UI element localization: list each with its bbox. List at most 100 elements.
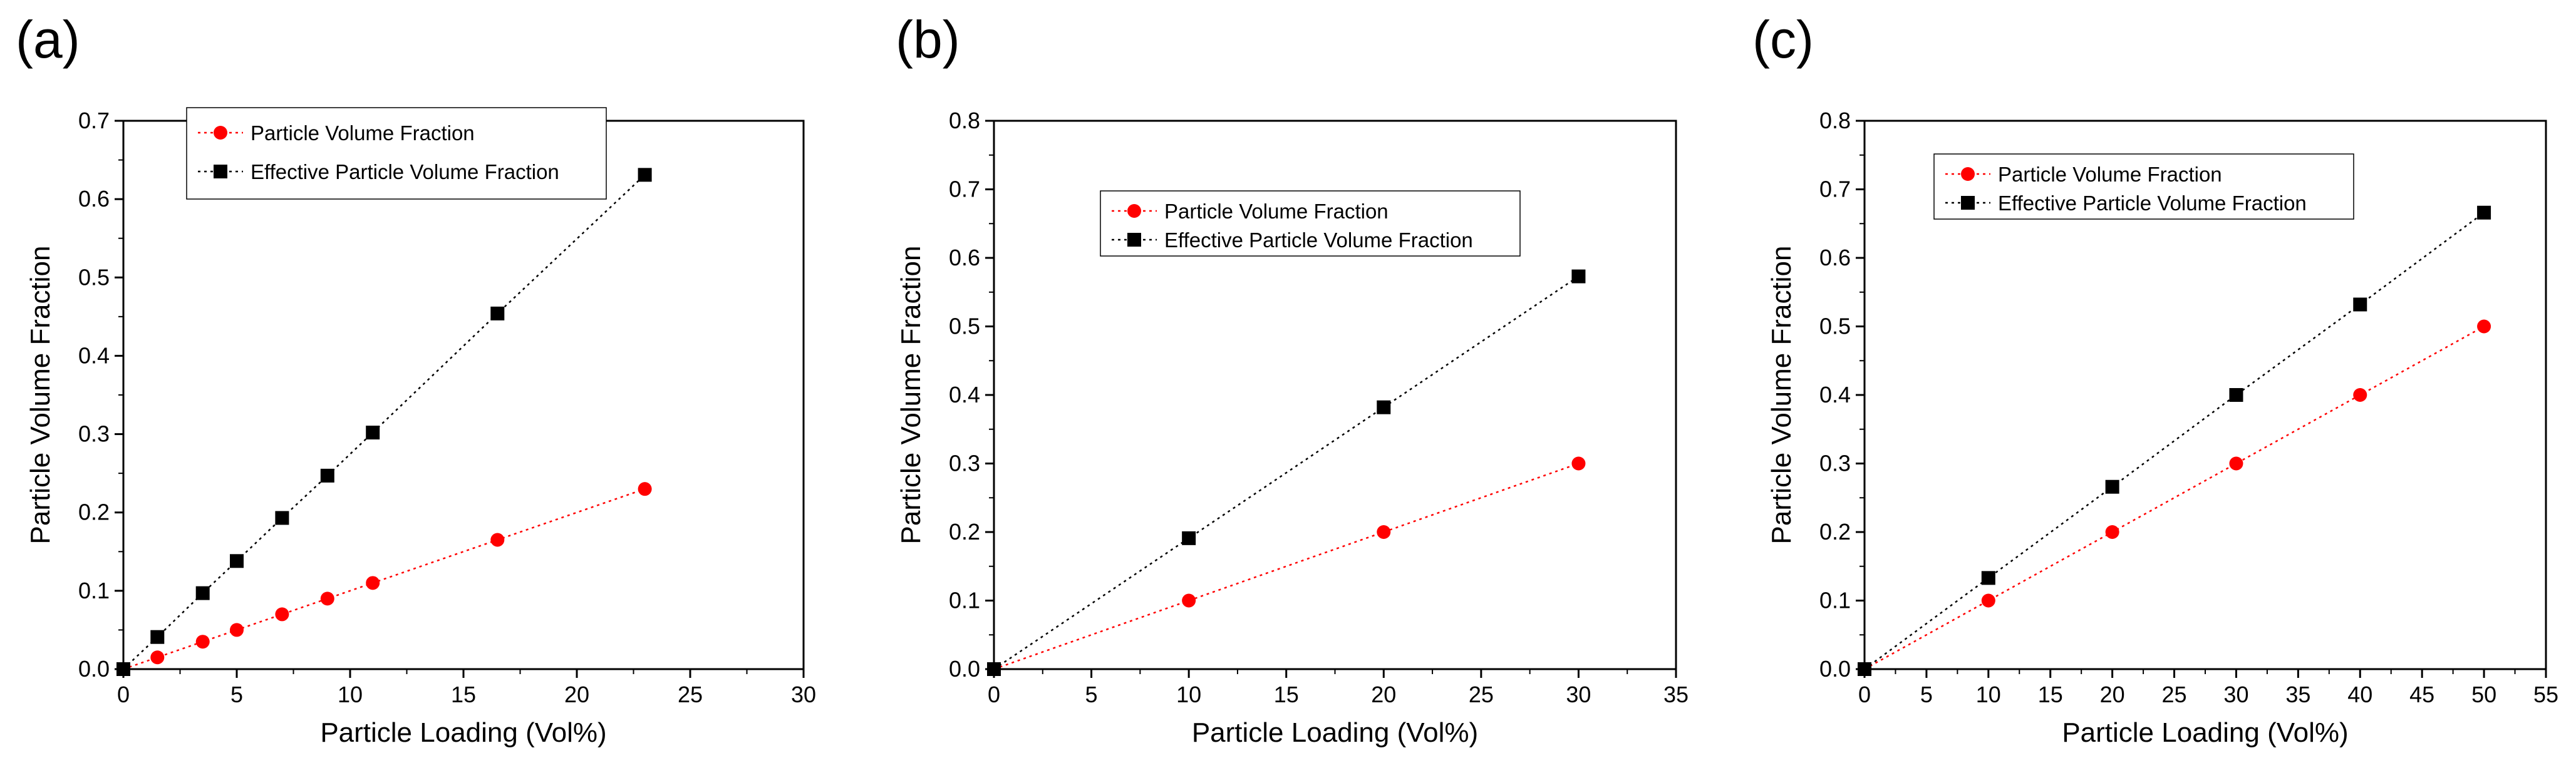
x-tick-label: 45: [2409, 682, 2434, 707]
data-point: [230, 554, 244, 568]
legend-marker: [1127, 204, 1141, 218]
x-tick-label: 10: [1176, 682, 1201, 707]
y-tick-label: 0.5: [78, 264, 110, 290]
chart-panel-b: (b) 0 5 10 15 20 25 30 35 0.0 0.1 0.2 0.3 0.4 0.5 0.6 0.…: [896, 10, 1689, 748]
y-tick-label: 0.7: [78, 108, 110, 133]
y-tick-label: 0.6: [1819, 245, 1851, 270]
x-tick-label: 25: [1469, 682, 1494, 707]
series-0: [1858, 319, 2491, 676]
data-point: [2105, 479, 2119, 494]
data-point: [2229, 388, 2243, 402]
x-tick-label: 30: [791, 682, 816, 707]
y-axis-title: Particle Volume Fraction: [896, 246, 926, 545]
data-point: [1377, 525, 1391, 539]
data-point: [230, 623, 244, 637]
series-1: [987, 269, 1586, 676]
data-point: [2353, 388, 2367, 402]
data-point: [1981, 593, 1995, 608]
y-tick-label: 0.6: [78, 186, 110, 212]
series-line: [993, 275, 1580, 670]
data-point: [1182, 593, 1196, 608]
series-line: [1864, 325, 2485, 670]
data-point: [2105, 525, 2119, 539]
y-axis-title: Particle Volume Fraction: [25, 246, 56, 545]
data-point: [2353, 297, 2367, 312]
x-tick-label: 20: [2100, 682, 2125, 707]
data-point: [1182, 531, 1196, 545]
legend-marker: [214, 126, 227, 140]
x-tick-label: 50: [2471, 682, 2496, 707]
x-tick-label: 15: [2038, 682, 2063, 707]
data-point: [2477, 319, 2491, 334]
legend-marker: [1127, 233, 1141, 247]
y-axis-title: Particle Volume Fraction: [1766, 246, 1797, 545]
data-point: [2229, 456, 2243, 471]
data-point: [320, 592, 334, 606]
y-tick-label: 0.0: [949, 656, 980, 682]
y-tick-label: 0.3: [78, 421, 110, 447]
legend: Particle Volume Fraction Effective Partic…: [1100, 190, 1521, 257]
legend-label: Particle Volume Fraction: [1998, 163, 2222, 186]
legend: Particle Volume Fraction Effective Partic…: [1933, 153, 2354, 220]
y-tick-label: 0.0: [78, 656, 110, 682]
legend-marker: [214, 165, 227, 178]
y-tick-label: 0.2: [78, 499, 110, 525]
y-tick-label: 0.4: [78, 342, 110, 368]
plot-frame: [122, 120, 805, 670]
x-tick-label: 0: [1858, 682, 1871, 707]
y-tick-label: 0.6: [949, 245, 980, 270]
x-tick-label: 15: [1274, 682, 1299, 707]
data-point: [987, 662, 1001, 676]
y-tick-label: 0.1: [78, 578, 110, 603]
legend-label: Effective Particle Volume Fraction: [1998, 192, 2307, 215]
panel-label: (a): [16, 10, 80, 69]
data-point: [1571, 269, 1586, 284]
y-tick-label: 0.1: [1819, 588, 1851, 613]
panel-label: (c): [1752, 10, 1814, 69]
x-tick-label: 5: [230, 682, 243, 707]
legend-label: Effective Particle Volume Fraction: [1164, 228, 1473, 252]
x-tick-label: 55: [2533, 682, 2558, 707]
chart-panel-c: (c) 0 5 10 15 20 25 30 35 40 45 50 55 0.0 0.1 0.2 0.3 0.4…: [1752, 10, 2558, 748]
data-point: [1981, 571, 1995, 585]
x-tick-label: 30: [1566, 682, 1591, 707]
series-line: [993, 463, 1579, 670]
x-tick-label: 30: [2223, 682, 2248, 707]
data-point: [195, 635, 210, 649]
y-tick-label: 0.2: [949, 519, 980, 545]
series-0: [116, 482, 652, 676]
data-point: [275, 511, 289, 525]
legend-label: Particle Volume Fraction: [1164, 200, 1389, 223]
x-tick-label: 0: [988, 682, 1000, 707]
y-tick-label: 0.8: [949, 108, 980, 133]
data-point: [150, 630, 165, 644]
data-point: [638, 168, 652, 182]
data-point: [1858, 662, 1871, 676]
x-tick-label: 35: [2285, 682, 2310, 707]
y-tick-label: 0.5: [949, 314, 980, 339]
data-point: [2477, 205, 2491, 220]
y-tick-label: 0.7: [1819, 177, 1851, 202]
y-tick-label: 0.4: [949, 382, 980, 407]
x-tick-label: 5: [1085, 682, 1098, 707]
y-tick-label: 0.7: [949, 177, 980, 202]
data-point: [116, 662, 130, 676]
data-point: [320, 468, 334, 483]
data-point: [150, 650, 165, 665]
data-point: [366, 426, 380, 440]
data-point: [195, 586, 210, 600]
y-tick-label: 0.5: [1819, 314, 1851, 339]
x-tick-label: 20: [564, 682, 589, 707]
x-axis-title: Particle Loading (Vol%): [320, 717, 606, 748]
data-point: [490, 533, 505, 547]
y-tick-label: 0.4: [1819, 382, 1851, 407]
y-tick-label: 0.0: [1819, 656, 1851, 682]
series-1: [1858, 205, 2491, 676]
legend-marker: [1961, 167, 1975, 181]
series-line: [123, 488, 646, 670]
data-point: [366, 576, 380, 590]
legend-marker: [1961, 196, 1975, 210]
y-tick-label: 0.1: [949, 588, 980, 613]
x-tick-label: 5: [1920, 682, 1933, 707]
